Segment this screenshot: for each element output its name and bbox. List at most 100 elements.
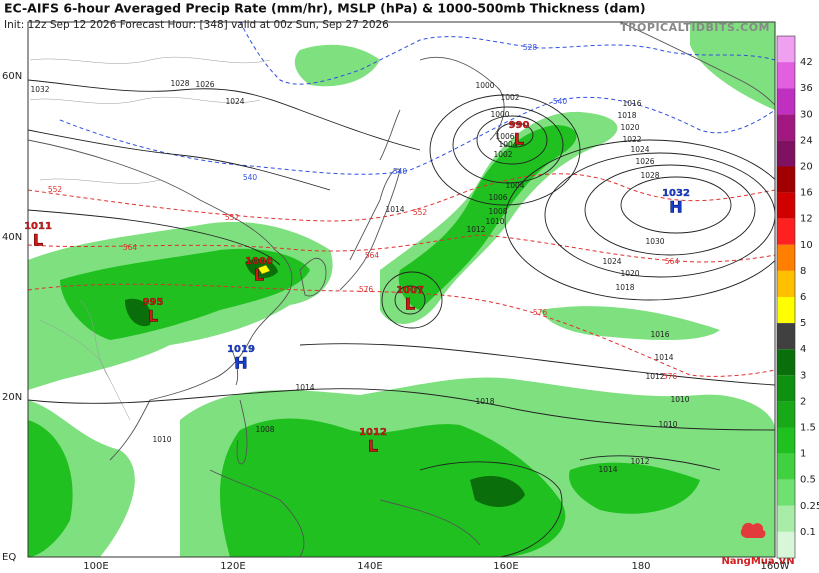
isobar-label: 1012: [466, 225, 485, 234]
center-value: 1006: [245, 256, 273, 267]
colorbar-label: 0.1: [800, 527, 816, 538]
isobar-label: 1004: [505, 181, 524, 190]
center-value: 990: [509, 120, 530, 131]
colorbar-label: 1: [800, 449, 806, 460]
isobar-label: 1014: [385, 205, 404, 214]
colorbar-label: 24: [800, 135, 813, 146]
center-value: 1019: [227, 344, 255, 355]
thickness-label: 564: [123, 243, 138, 252]
thickness-label: 540: [553, 97, 568, 106]
watermark: NangMua.VN: [721, 522, 795, 567]
colorbar-label: 20: [800, 162, 813, 173]
lon-label: 140E: [357, 561, 382, 572]
isobar-label: 1026: [635, 157, 654, 166]
isobar-label: 1016: [650, 330, 669, 339]
subtitle: Init: 12z Sep 12 2026 Forecast Hour: [34…: [4, 19, 389, 31]
thickness-label: 540: [243, 173, 258, 182]
colorbar-swatch: [777, 166, 795, 193]
colorbar-swatch: [777, 323, 795, 350]
colorbar-swatch: [777, 270, 795, 297]
isobar-label: 1008: [488, 207, 507, 216]
colorbar-swatch: [777, 88, 795, 115]
title: EC-AIFS 6-hour Averaged Precip Rate (mm/…: [4, 1, 646, 16]
isobar-label: 1022: [622, 135, 641, 144]
isobar-label: 1002: [500, 93, 519, 102]
colorbar-swatch: [777, 349, 795, 376]
thickness-label: 540: [393, 167, 408, 176]
isobar-label: 1004: [498, 140, 517, 149]
colorbar-label: 8: [800, 266, 806, 277]
lon-label: 160W: [761, 561, 790, 572]
isobars: [28, 79, 775, 557]
coastlines: [28, 22, 775, 557]
colorbar-swatch: [777, 62, 795, 89]
colorbar-swatch: [777, 505, 795, 532]
isobar-label: 1024: [602, 257, 621, 266]
thickness-label: 552: [225, 213, 240, 222]
isobar-label: 1030: [645, 237, 664, 246]
isobar-label: 1010: [658, 420, 677, 429]
colorbar-swatch: [777, 297, 795, 324]
thickness-label: 528: [523, 43, 538, 52]
thickness-label: 576: [663, 372, 678, 381]
lon-label: 160E: [493, 561, 518, 572]
isobar-label: 1018: [475, 397, 494, 406]
colorbar-swatch: [777, 36, 795, 63]
isobar-label: 1002: [493, 150, 512, 159]
colorbar-swatch: [777, 375, 795, 402]
center-letter: L: [368, 437, 378, 456]
isobar-label: 1010: [670, 395, 689, 404]
colorbar-label: 6: [800, 292, 806, 303]
watermark-text: NangMua.VN: [721, 556, 794, 567]
colorbar-swatch: [777, 427, 795, 454]
colorbar-swatch: [777, 244, 795, 271]
colorbar-swatch: [777, 401, 795, 428]
colorbar-label: 3: [800, 370, 806, 381]
lat-label: 40N: [2, 232, 22, 243]
precip-medium: [28, 125, 700, 557]
center-value: 1012: [359, 427, 387, 438]
thickness-label: 552: [48, 185, 63, 194]
colorbar-label: 2: [800, 396, 806, 407]
isobar-label: 1000: [490, 110, 509, 119]
isobar-label: 1012: [645, 372, 664, 381]
center-letter: L: [33, 231, 43, 250]
isobar-label: 1006: [488, 193, 507, 202]
lat-label: 20N: [2, 392, 22, 403]
center-letter: H: [669, 198, 682, 217]
precip-intense: [257, 264, 271, 275]
isobar-label: 1028: [170, 79, 189, 88]
isobar-label: 1010: [152, 435, 171, 444]
thickness-lines: [28, 22, 775, 377]
center-value: 995: [143, 297, 164, 308]
isobar-label: 1014: [295, 383, 314, 392]
lon-label: 100E: [83, 561, 108, 572]
isobar-label: 1000: [475, 81, 494, 90]
colorbar-label: 1.5: [800, 423, 816, 434]
thickness-label: 564: [365, 251, 380, 260]
isobar-label: 1018: [615, 283, 634, 292]
map-frame: [27, 21, 776, 558]
center-value: 1011: [24, 221, 52, 232]
isobar-label: 1020: [620, 269, 639, 278]
colorbar-label: 30: [800, 109, 813, 120]
isobar-label: 1024: [225, 97, 244, 106]
isobar-label: 1018: [617, 111, 636, 120]
isobar-label: 1014: [654, 353, 673, 362]
colorbar-label: 42: [800, 57, 813, 68]
thickness-label: 576: [533, 308, 548, 317]
isobar-label: 1032: [30, 85, 49, 94]
thickness-label: 552: [413, 208, 428, 217]
colorbar-label: 36: [800, 83, 813, 94]
colorbar-swatch: [777, 479, 795, 506]
colorbar-label: 4: [800, 344, 806, 355]
colorbar-swatch: [777, 453, 795, 480]
colorbar-label: 16: [800, 188, 813, 199]
colorbar-label: 0.25: [800, 501, 819, 512]
isobar-label: 1016: [622, 99, 641, 108]
lat-label: 60N: [2, 71, 22, 82]
colorbar-swatch: [777, 114, 795, 141]
center-value: 1007: [396, 285, 424, 296]
isobar-label: 1024: [630, 145, 649, 154]
